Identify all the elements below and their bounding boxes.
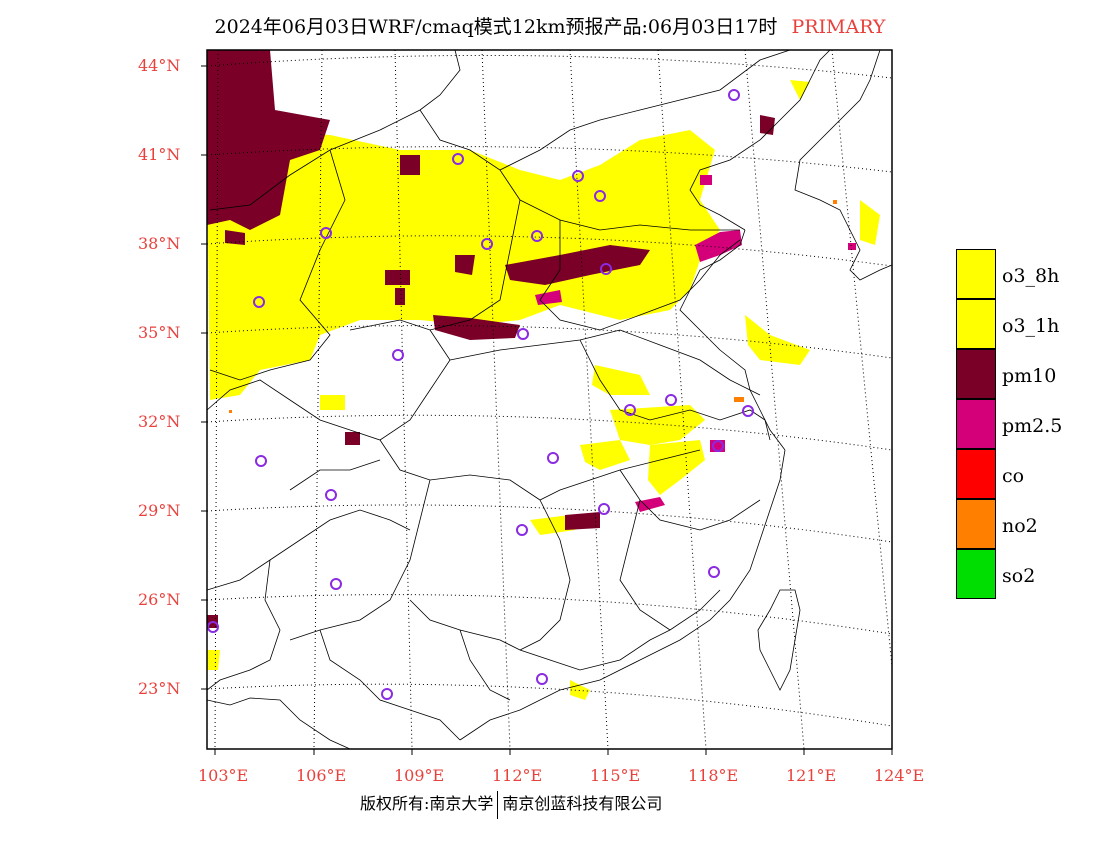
legend-swatch — [956, 399, 996, 449]
lon-label-106: 106°E — [296, 766, 347, 785]
lat-label-38: 38°N — [138, 234, 181, 253]
lat-label-35: 35°N — [138, 323, 181, 342]
pm10-areas — [207, 50, 775, 628]
no2-areas — [229, 200, 837, 413]
legend-label: pm10 — [1002, 365, 1057, 387]
legend-swatch — [956, 499, 996, 549]
graticule — [207, 50, 892, 749]
o3-areas — [207, 80, 880, 700]
legend-swatch — [956, 549, 996, 599]
map-title-tag: PRIMARY — [791, 16, 886, 38]
station-markers — [207, 89, 754, 700]
axis-ticks — [201, 65, 893, 755]
legend-label: so2 — [1002, 565, 1036, 587]
legend-label: o3_8h — [1002, 265, 1060, 287]
copyright-left: 版权所有:南京大学 — [360, 794, 494, 813]
legend-label: co — [1002, 465, 1025, 487]
legend-swatch — [956, 349, 996, 399]
legend-label: pm2.5 — [1002, 415, 1063, 437]
legend-swatch — [956, 249, 996, 299]
copyright-footer: 版权所有:南京大学 南京创蓝科技有限公司 — [360, 790, 662, 819]
lon-label-103: 103°E — [198, 766, 249, 785]
legend-label: no2 — [1002, 515, 1038, 537]
lat-label-29: 29°N — [138, 501, 181, 520]
lon-label-115: 115°E — [590, 766, 641, 785]
copyright-right: 南京创蓝科技有限公司 — [502, 794, 663, 813]
lat-label-32: 32°N — [138, 412, 181, 431]
legend-label: o3_1h — [1002, 315, 1060, 337]
map-title: 2024年06月03日WRF/cmaq模式12km预报产品:06月03日17时 P… — [0, 12, 1100, 39]
lon-label-118: 118°E — [688, 766, 739, 785]
lon-label-109: 109°E — [394, 766, 445, 785]
lon-label-121: 121°E — [786, 766, 837, 785]
lat-label-41: 41°N — [138, 145, 181, 164]
footer-divider — [497, 790, 499, 819]
lat-label-26: 26°N — [138, 590, 181, 609]
lat-label-44: 44°N — [138, 56, 181, 75]
province-boundaries — [207, 50, 892, 749]
map-frame — [206, 49, 893, 750]
lat-label-23: 23°N — [138, 679, 181, 698]
lon-label-112: 112°E — [492, 766, 543, 785]
legend-swatch — [956, 299, 996, 349]
lon-label-124: 124°E — [874, 766, 925, 785]
map-title-text: 2024年06月03日WRF/cmaq模式12km预报产品:06月03日17时 — [214, 16, 778, 38]
legend-swatch — [956, 449, 996, 499]
